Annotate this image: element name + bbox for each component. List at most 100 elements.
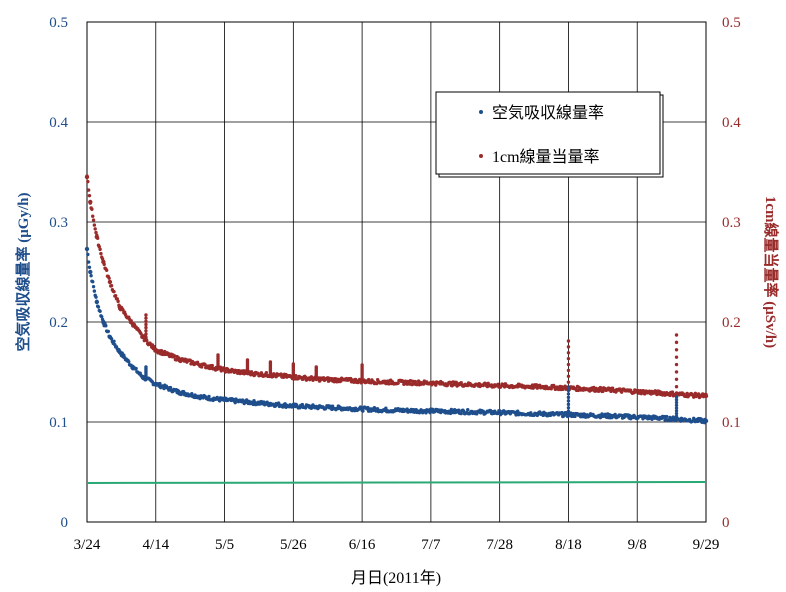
data-point (91, 214, 95, 218)
data-point (104, 268, 109, 272)
spike-point (144, 319, 148, 324)
spike-point (566, 388, 571, 393)
x-tick-label: 8/18 (555, 537, 582, 553)
spike-point (566, 392, 571, 396)
data-point (571, 411, 576, 416)
spike-point (144, 332, 148, 336)
data-point (109, 337, 114, 341)
data-point (92, 223, 97, 227)
spike-point (674, 414, 679, 419)
data-point (88, 201, 92, 205)
series-2 (86, 481, 707, 484)
spike-point (144, 325, 148, 330)
y-right-tick-label: 0.2 (722, 315, 741, 331)
x-tick-label: 9/29 (693, 537, 720, 553)
data-point (177, 356, 181, 360)
spike-point (245, 358, 250, 362)
data-point (573, 414, 577, 419)
spikes (144, 313, 679, 421)
spike-point (144, 338, 148, 342)
y-left-tick-label: 0.3 (49, 215, 68, 231)
data-point (636, 388, 640, 393)
data-point (87, 265, 92, 269)
data-point (514, 413, 518, 417)
ticks-layer: 3/24 4/14 5/5 5/26 6/16 7/7 7/28 8/18 9/8 9/2900.… (49, 15, 741, 553)
spike-point (268, 360, 273, 364)
data-point (91, 284, 96, 289)
spike-point (144, 316, 148, 320)
data-point (92, 289, 97, 293)
data-point (86, 252, 90, 257)
data-point (461, 409, 466, 413)
data-point (91, 280, 95, 284)
legend: 空気吸収線量率 1cm線量当量率 (435, 91, 664, 178)
plot-frame (86, 21, 707, 523)
data-point (91, 218, 96, 222)
legend-marker-air-dose (479, 110, 483, 114)
x-tick-label: 5/5 (215, 537, 234, 553)
data-point (359, 405, 363, 410)
spike-point (674, 355, 679, 359)
data-point (117, 303, 121, 307)
data-point (127, 360, 131, 364)
x-tick-label: 5/26 (280, 537, 307, 553)
data-point (129, 319, 133, 323)
spike-point (291, 362, 296, 366)
spike-point (674, 348, 679, 352)
data-point (696, 392, 701, 396)
data-point (122, 353, 126, 357)
data-point (223, 370, 228, 374)
legend-label-dose-equivalent: 1cm線量当量率 (492, 148, 600, 166)
x-tick-label: 4/14 (142, 537, 169, 553)
x-tick-label: 3/24 (74, 537, 101, 553)
data-point (361, 409, 365, 413)
spike-point (674, 340, 679, 345)
spike-point (566, 380, 571, 384)
data-point (96, 305, 101, 309)
y-axis-left-label: 空気吸収線量率 (μGy/h) (14, 193, 32, 352)
data-point (86, 260, 91, 264)
data-point (428, 410, 432, 415)
data-point (396, 381, 400, 385)
data-point (207, 394, 211, 399)
data-point (88, 270, 92, 274)
data-point (104, 324, 108, 328)
spike-point (216, 353, 220, 357)
data-point (457, 408, 461, 412)
spike-point (144, 365, 148, 369)
data-point (152, 345, 156, 349)
data-point (106, 329, 110, 334)
data-point (86, 188, 91, 192)
spike-point (566, 339, 571, 343)
spike-point (314, 365, 318, 369)
legend-marker-dose-equivalent (479, 154, 483, 158)
spike-point (674, 377, 679, 382)
spike-point (674, 417, 679, 421)
data-point (116, 299, 120, 304)
data-point (95, 233, 99, 238)
y-right-tick-label: 0.4 (722, 115, 741, 131)
spike-point (566, 413, 571, 417)
data-point (85, 247, 89, 251)
spike-point (674, 409, 679, 413)
y-axis-right-label: 1cm線量当量率 (μSv/h) (762, 196, 780, 348)
data-point (86, 179, 90, 184)
data-point (95, 299, 99, 304)
data-point (560, 410, 564, 415)
y-right-tick-label: 0 (722, 515, 730, 531)
spike-point (566, 345, 571, 349)
data-point (459, 411, 463, 416)
spike-point (566, 395, 571, 400)
y-left-tick-label: 0.5 (49, 15, 68, 31)
spike-point (566, 368, 571, 373)
spike-point (144, 322, 148, 327)
y-left-tick-label: 0 (61, 515, 69, 531)
data-point (264, 371, 269, 375)
data-point (598, 385, 603, 390)
data-point (108, 279, 112, 284)
data-point (190, 391, 194, 396)
data-point (89, 274, 93, 278)
spike-point (674, 370, 679, 374)
